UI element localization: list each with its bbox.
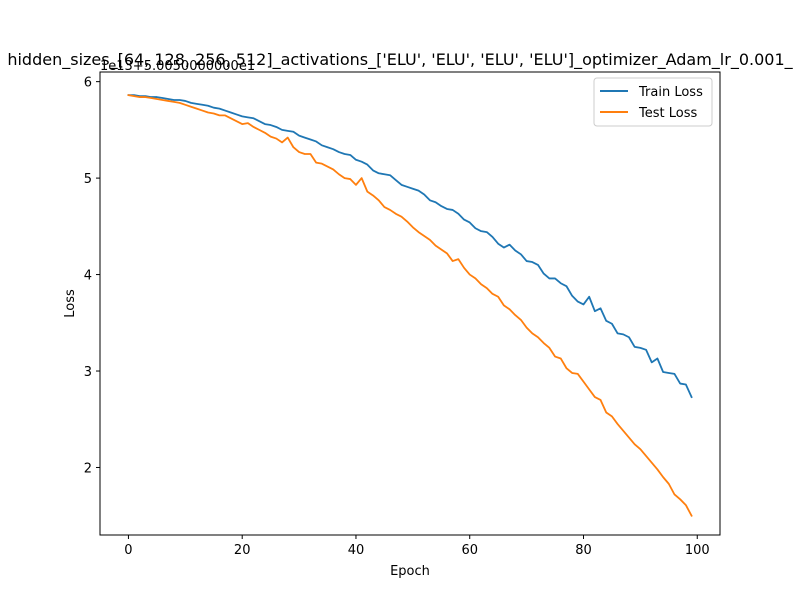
x-tick-label: 0 xyxy=(124,543,132,558)
y-offset-text: 1e13+5.0050000000e1 xyxy=(100,59,255,74)
plot-frame xyxy=(99,71,721,536)
legend: Train Loss Test Loss xyxy=(593,77,713,127)
y-axis-label: Loss xyxy=(63,289,78,318)
chart-title: hidden_sizes_[64, 128, 256, 512]_activat… xyxy=(7,50,793,70)
legend-label-test-loss: Test Loss xyxy=(638,106,697,121)
series-line-train-loss xyxy=(127,94,693,399)
x-tick-label: 60 xyxy=(461,543,478,558)
y-tick-label: 6 xyxy=(84,76,92,91)
y-tick-label: 4 xyxy=(84,269,92,284)
x-tick-label: 100 xyxy=(685,543,710,558)
x-tick-label: 20 xyxy=(234,543,251,558)
x-tick-label: 80 xyxy=(575,543,592,558)
y-tick-label: 2 xyxy=(84,461,92,476)
y-tick-label: 5 xyxy=(84,172,92,187)
series-line-test-loss xyxy=(127,94,693,517)
x-tick-label: 40 xyxy=(348,543,365,558)
legend-label-train-loss: Train Loss xyxy=(638,85,703,100)
x-axis-label: Epoch xyxy=(390,564,430,579)
y-tick-label: 3 xyxy=(84,365,92,380)
